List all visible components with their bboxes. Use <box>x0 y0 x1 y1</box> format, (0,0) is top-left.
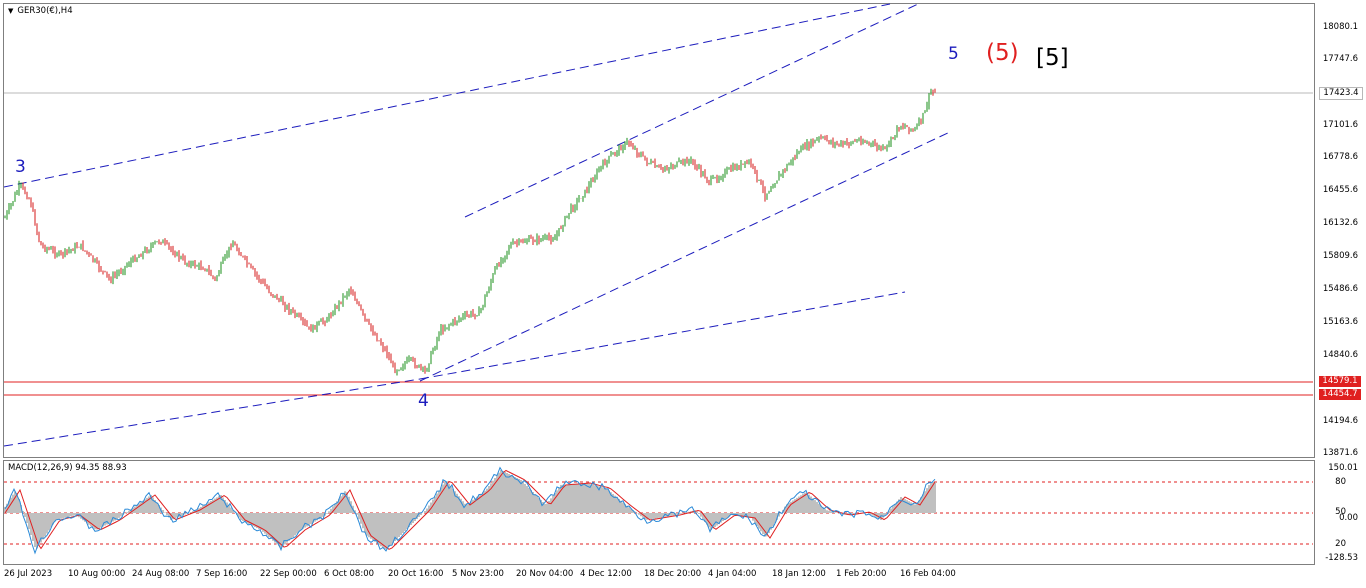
time-axis-label: 24 Aug 08:00 <box>132 569 190 579</box>
time-axis-label: 10 Aug 00:00 <box>68 569 126 579</box>
chart-symbol-title: ▼ GER30(€),H4 <box>8 6 73 16</box>
macd-scale-label: 50 <box>1335 507 1346 517</box>
price-axis-label: 16778.6 <box>1322 152 1358 162</box>
price-axis-label: 16455.6 <box>1322 185 1358 195</box>
price-axis-label: 14840.6 <box>1322 350 1358 360</box>
price-axis-label: 15486.6 <box>1322 284 1358 294</box>
trendline-rising-lower[interactable] <box>419 130 953 382</box>
time-axis-label: 20 Nov 04:00 <box>516 569 574 579</box>
price-axis-label: 15809.6 <box>1322 251 1358 261</box>
time-axis-label: 22 Sep 00:00 <box>260 569 317 579</box>
time-axis-label: 6 Oct 08:00 <box>324 569 375 579</box>
price-axis-label: 15163.6 <box>1322 317 1358 327</box>
macd-signal-line <box>4 469 936 550</box>
macd-panel[interactable] <box>3 460 1315 565</box>
time-axis-label: 20 Oct 16:00 <box>388 569 444 579</box>
macd-scale-label: 80 <box>1335 477 1346 487</box>
symbol-label: GER30(€),H4 <box>17 6 73 16</box>
wave-label-5-red: (5) <box>986 40 1019 66</box>
macd-scale-label: 150.01 <box>1328 463 1358 473</box>
time-axis-label: 18 Dec 20:00 <box>644 569 702 579</box>
wave-label-5-bracket: [5] <box>1036 45 1069 71</box>
price-axis-label: 13871.6 <box>1322 448 1358 458</box>
trendline-wave4-fan[interactable] <box>419 291 906 380</box>
macd-series <box>4 466 1313 555</box>
support-high-price-tag: 14579.1 <box>1319 376 1361 387</box>
current-price-tag: 17423.4 <box>1319 87 1363 100</box>
price-axis-label: 14194.6 <box>1322 416 1358 426</box>
price-axis-label: 18080.1 <box>1322 22 1358 32</box>
support-low-price-tag: 14454.7 <box>1319 389 1361 400</box>
time-axis-label: 4 Dec 12:00 <box>580 569 632 579</box>
wave-label-5: 5 <box>948 44 959 64</box>
macd-scale-label: 20 <box>1335 539 1346 549</box>
time-axis-label: 18 Jan 12:00 <box>772 569 826 579</box>
trendline-upper-channel[interactable] <box>3 3 891 188</box>
macd-scale-label: 0.00 <box>1339 513 1358 523</box>
price-axis-label: 17747.6 <box>1322 54 1358 64</box>
wave-label-3: 3 <box>15 157 26 177</box>
time-axis-label: 7 Sep 16:00 <box>196 569 248 579</box>
price-axis-label: 16132.6 <box>1322 218 1358 228</box>
time-axis-label: 26 Jul 2023 <box>4 569 53 579</box>
trendline-lower-channel[interactable] <box>3 378 421 447</box>
trendline-rising-upper[interactable] <box>464 3 919 218</box>
price-axis-label: 17101.6 <box>1322 120 1358 130</box>
wave-label-4: 4 <box>418 391 429 411</box>
time-axis-label: 1 Feb 20:00 <box>836 569 887 579</box>
time-axis-label: 5 Nov 23:00 <box>452 569 504 579</box>
chart-menu-icon[interactable]: ▼ <box>8 7 14 15</box>
time-axis-label: 4 Jan 04:00 <box>708 569 757 579</box>
candlestick-series <box>4 88 936 376</box>
time-axis-label: 16 Feb 04:00 <box>900 569 956 579</box>
macd-scale-label: -128.53 <box>1325 553 1358 563</box>
macd-label: MACD(12,26,9) 94.35 88.93 <box>8 463 127 473</box>
macd-main-line <box>4 466 936 555</box>
